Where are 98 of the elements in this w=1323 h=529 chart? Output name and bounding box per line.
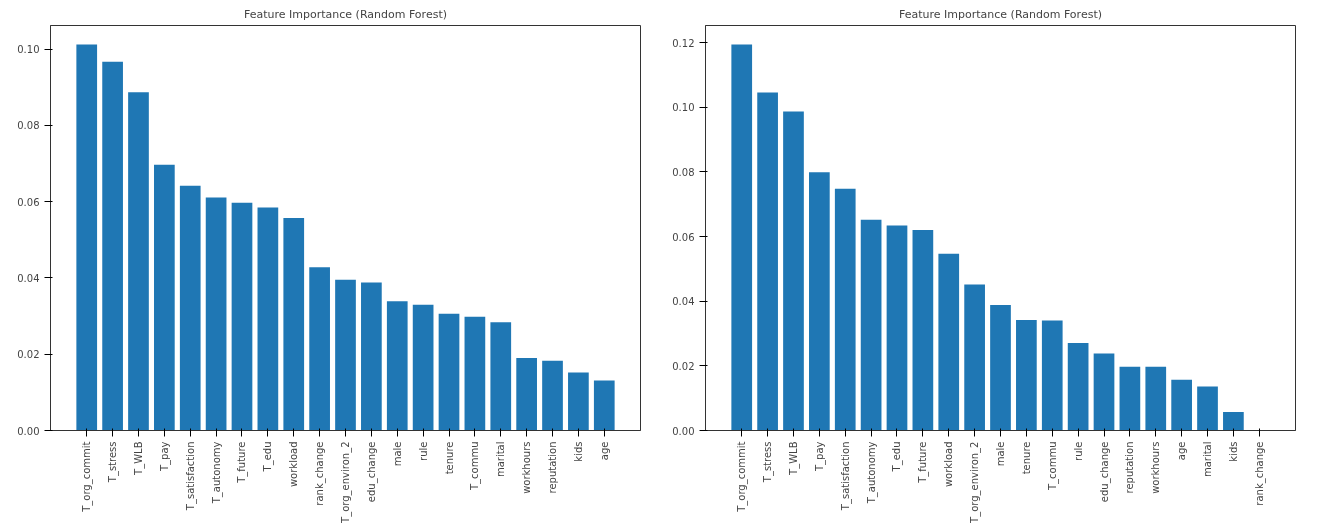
- bar: [1145, 366, 1167, 431]
- x-tick-label: T_WLB: [787, 441, 800, 476]
- x-tick-label: T_satisfaction: [184, 441, 197, 512]
- bar: [438, 313, 460, 431]
- bar: [1171, 379, 1192, 431]
- x-tick-label: T_edu: [262, 441, 275, 473]
- y-tick-label: 0.10: [672, 102, 695, 114]
- x-tick-label: T_satisfaction: [839, 441, 852, 512]
- y-tick-label: 0.12: [672, 37, 695, 49]
- bar: [335, 279, 356, 431]
- bar: [257, 207, 279, 431]
- x-tick-label: rank_change: [314, 441, 327, 506]
- x-tick-label: reputation: [547, 441, 559, 494]
- x-tick-label: kids: [1227, 441, 1239, 462]
- bar: [516, 358, 537, 431]
- bar: [886, 225, 908, 431]
- x-tick-label: workload: [288, 441, 300, 488]
- y-tick-label: 0.08: [17, 120, 40, 132]
- bar: [809, 172, 830, 431]
- bar: [102, 61, 123, 431]
- chart-title: Feature Importance (Random Forest): [244, 7, 447, 21]
- chart-title: Feature Importance (Random Forest): [899, 7, 1102, 21]
- bar: [938, 253, 960, 431]
- x-tick-label: workload: [943, 441, 955, 488]
- bar: [912, 230, 934, 431]
- x-tick-label: tenure: [1020, 441, 1032, 475]
- x-tick-label: T_stress: [107, 441, 120, 484]
- bar: [757, 92, 778, 431]
- x-tick-label: T_future: [236, 441, 249, 484]
- x-tick-label: T_org_commit: [81, 441, 94, 513]
- x-tick-label: T_future: [917, 441, 930, 484]
- x-tick-label: age: [598, 441, 610, 461]
- y-tick-label: 0.00: [17, 425, 40, 437]
- bar: [490, 322, 512, 431]
- bar: [386, 301, 408, 431]
- x-tick-label: edu_change: [1098, 441, 1111, 503]
- x-tick-label: reputation: [1124, 441, 1136, 494]
- x-tick-label: T_stress: [762, 441, 775, 484]
- bar: [834, 188, 856, 431]
- bar: [593, 380, 615, 431]
- bar: [783, 111, 804, 431]
- bar: [309, 267, 330, 431]
- y-tick-label: 0.08: [672, 166, 695, 178]
- y-tick-label: 0.00: [672, 425, 695, 437]
- x-tick-label: rule: [1072, 441, 1084, 461]
- x-tick-label: rule: [417, 441, 429, 461]
- bar: [1197, 386, 1218, 431]
- bar: [76, 44, 98, 431]
- bar: [361, 282, 382, 431]
- x-tick-label: edu_change: [365, 441, 378, 503]
- y-tick-label: 0.10: [17, 44, 40, 56]
- x-tick-label: male: [995, 441, 1006, 467]
- x-tick-label: workhours: [1150, 441, 1162, 494]
- x-tick-label: male: [391, 441, 403, 467]
- x-tick-label: T_org_commit: [736, 441, 749, 513]
- bar: [1119, 366, 1141, 431]
- bar: [231, 202, 253, 431]
- y-tick-label: 0.02: [17, 349, 40, 361]
- x-tick-label: kids: [572, 441, 584, 462]
- y-tick-label: 0.06: [17, 196, 40, 208]
- x-tick-label: marital: [495, 441, 507, 478]
- x-tick-label: T_org_environ_2: [969, 441, 982, 524]
- x-tick-label: T_commu: [469, 441, 482, 492]
- x-tick-label: marital: [1202, 441, 1214, 478]
- x-tick-label: rank_change: [1253, 441, 1266, 506]
- x-tick-label: T_edu: [891, 441, 904, 473]
- y-tick-label: 0.04: [17, 272, 40, 284]
- bar: [179, 185, 201, 431]
- y-tick-label: 0.06: [672, 231, 695, 243]
- bar: [1041, 320, 1063, 431]
- bar: [1016, 319, 1037, 431]
- bar: [1093, 353, 1115, 431]
- bar: [860, 219, 882, 431]
- x-tick-label: T_autonomy: [865, 441, 878, 505]
- bar: [731, 44, 753, 431]
- bar: [990, 305, 1011, 431]
- y-tick-label: 0.04: [672, 296, 695, 308]
- x-tick-label: T_WLB: [132, 441, 145, 476]
- y-tick-label: 0.02: [672, 360, 695, 372]
- bar: [1067, 342, 1089, 431]
- bar: [1223, 412, 1244, 431]
- x-tick-label: T_org_environ_2: [340, 441, 352, 524]
- bar: [412, 304, 434, 431]
- bar: [283, 218, 305, 431]
- bar: [464, 316, 486, 431]
- x-tick-label: tenure: [443, 441, 455, 475]
- bar: [205, 197, 227, 431]
- bar: [128, 92, 149, 431]
- bar: [542, 360, 563, 431]
- bar: [964, 284, 985, 431]
- x-tick-label: T_pay: [813, 441, 826, 472]
- x-tick-label: age: [1176, 441, 1188, 461]
- x-tick-label: T_pay: [158, 441, 171, 472]
- bar: [568, 372, 589, 431]
- x-tick-label: T_commu: [1046, 441, 1059, 492]
- x-tick-label: workhours: [521, 441, 533, 494]
- bar: [154, 164, 175, 431]
- x-tick-label: T_autonomy: [210, 441, 223, 505]
